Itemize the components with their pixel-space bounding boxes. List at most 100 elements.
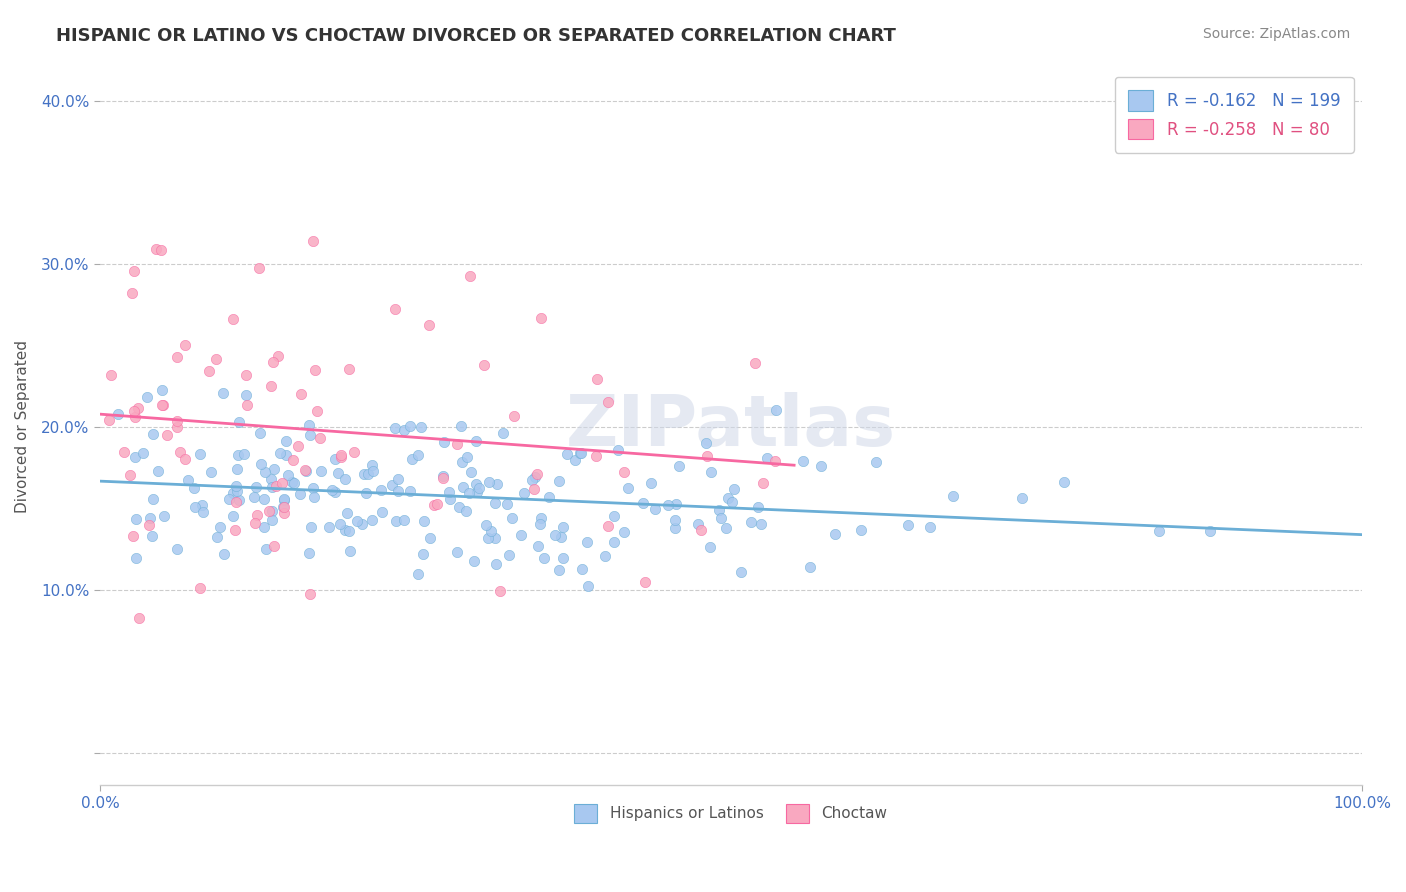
Point [150, 383, 173, 397]
Point [138, 518, 160, 533]
Point [124, 512, 146, 526]
Point [302, 481, 325, 495]
Point [664, 520, 686, 534]
Point [548, 563, 571, 577]
Point [120, 467, 142, 482]
Point [792, 454, 814, 468]
Point [305, 403, 328, 417]
Point [269, 446, 291, 460]
Point [569, 446, 592, 460]
Point [228, 492, 250, 507]
Point [212, 547, 235, 561]
Point [1011, 491, 1033, 505]
Point [321, 483, 343, 497]
Point [243, 490, 266, 504]
Point [381, 478, 404, 492]
Point [166, 350, 188, 364]
Point [709, 503, 731, 517]
Point [640, 475, 662, 490]
Point [169, 445, 191, 459]
Point [520, 473, 543, 487]
Point [613, 465, 636, 479]
Text: Source: ZipAtlas.com: Source: ZipAtlas.com [1202, 27, 1350, 41]
Point [274, 434, 297, 448]
Point [253, 520, 276, 534]
Point [498, 549, 520, 563]
Point [294, 463, 316, 477]
Point [263, 540, 285, 554]
Point [744, 356, 766, 370]
Point [156, 427, 179, 442]
Point [523, 482, 546, 496]
Point [537, 491, 560, 505]
Point [602, 509, 624, 524]
Point [533, 551, 555, 566]
Point [699, 540, 721, 554]
Point [191, 498, 214, 512]
Point [824, 526, 846, 541]
Point [142, 491, 165, 506]
Point [207, 530, 229, 544]
Point [235, 388, 257, 402]
Text: ZIPatlas: ZIPatlas [567, 392, 896, 461]
Point [740, 516, 762, 530]
Point [290, 386, 312, 401]
Point [253, 491, 276, 506]
Point [613, 525, 636, 540]
Point [616, 482, 638, 496]
Point [174, 451, 197, 466]
Point [112, 445, 135, 459]
Point [262, 512, 284, 526]
Point [335, 524, 357, 538]
Point [458, 485, 481, 500]
Point [333, 472, 356, 486]
Point [763, 454, 786, 468]
Point [253, 465, 276, 479]
Point [576, 534, 599, 549]
Point [865, 455, 887, 469]
Point [211, 386, 233, 401]
Point [125, 551, 148, 566]
Point [488, 584, 510, 599]
Point [288, 487, 311, 501]
Point [730, 566, 752, 580]
Point [208, 520, 231, 534]
Point [463, 553, 485, 567]
Point [696, 449, 718, 463]
Point [283, 475, 305, 490]
Point [318, 520, 340, 534]
Point [492, 425, 515, 440]
Point [576, 579, 599, 593]
Point [513, 485, 536, 500]
Point [329, 516, 352, 531]
Point [384, 301, 406, 316]
Point [343, 445, 366, 459]
Point [721, 495, 744, 509]
Point [689, 523, 711, 537]
Point [544, 528, 567, 542]
Point [723, 482, 745, 496]
Point [357, 467, 380, 481]
Point [418, 318, 440, 333]
Point [412, 547, 434, 561]
Point [607, 443, 630, 458]
Point [263, 462, 285, 476]
Point [710, 511, 733, 525]
Point [423, 498, 446, 512]
Point [633, 496, 655, 510]
Point [226, 483, 249, 498]
Point [387, 472, 409, 486]
Point [392, 423, 415, 437]
Point [323, 484, 346, 499]
Point [330, 448, 353, 462]
Point [596, 519, 619, 533]
Point [184, 500, 207, 515]
Point [299, 520, 322, 534]
Point [1147, 524, 1170, 538]
Point [177, 473, 200, 487]
Point [644, 502, 666, 516]
Point [447, 500, 470, 515]
Point [477, 531, 499, 545]
Point [503, 409, 526, 424]
Point [446, 545, 468, 559]
